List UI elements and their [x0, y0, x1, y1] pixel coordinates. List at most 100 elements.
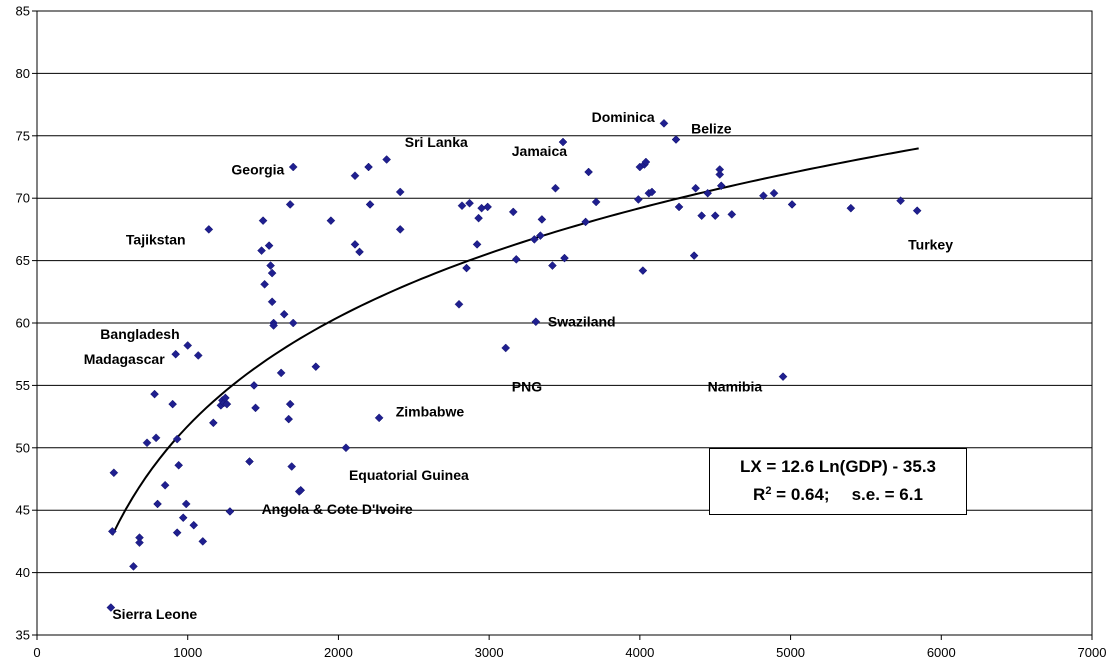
- data-point: [462, 263, 471, 273]
- data-point: [759, 191, 768, 201]
- data-point: [172, 528, 182, 538]
- data-point: [264, 241, 274, 250]
- r-squared: R2 = 0.64;: [753, 485, 830, 504]
- data-point: [183, 341, 193, 350]
- y-tick-label: 50: [16, 440, 30, 455]
- y-tick-label: 45: [16, 503, 30, 518]
- data-point: [769, 188, 779, 198]
- data-point: [477, 203, 486, 213]
- y-tick-label: 75: [16, 128, 30, 143]
- annotation-label: Belize: [691, 120, 732, 136]
- country-annotations: Sierra Leone Madagascar Bangladesh Tajiksta…: [84, 109, 953, 622]
- data-point: [150, 389, 159, 399]
- fit-stats-line: R2 = 0.64; s.e. = 6.1: [710, 485, 966, 505]
- data-point: [109, 468, 119, 478]
- data-point: [296, 485, 306, 495]
- data-point: [341, 443, 351, 453]
- data-point: [266, 261, 275, 270]
- data-point: [591, 197, 601, 207]
- y-tick-label: 60: [16, 316, 30, 331]
- data-point: [267, 297, 277, 307]
- data-point: [178, 513, 188, 523]
- equation-line: LX = 12.6 Ln(GDP) - 35.3: [739, 457, 937, 476]
- data-point: [257, 246, 266, 255]
- annotation-label: Namibia: [708, 379, 763, 395]
- annotation-label: Equatorial Guinea: [349, 467, 469, 483]
- annotation-label: Madagascar: [84, 351, 165, 367]
- data-point: [727, 210, 737, 219]
- data-point: [168, 399, 177, 409]
- data-point: [225, 507, 235, 516]
- annotation-label: Zimbabwe: [396, 404, 465, 420]
- data-point: [671, 135, 681, 144]
- data-point: [160, 480, 170, 490]
- x-tick-label: 4000: [625, 645, 654, 660]
- data-point: [581, 217, 590, 227]
- data-point: [551, 183, 560, 193]
- data-point: [896, 196, 905, 206]
- data-point: [288, 318, 298, 328]
- data-point: [382, 155, 392, 164]
- data-point: [531, 317, 541, 327]
- data-point: [647, 187, 657, 197]
- data-point: [846, 203, 856, 213]
- data-point: [716, 181, 726, 191]
- x-tick-label: 6000: [927, 645, 956, 660]
- data-point: [285, 399, 295, 409]
- data-point: [508, 207, 518, 217]
- data-point: [260, 279, 269, 289]
- data-point: [208, 418, 218, 428]
- annotation-label: Angola & Cote D'Ivoire: [262, 501, 413, 517]
- data-point: [350, 240, 360, 249]
- data-point: [697, 211, 707, 221]
- data-point: [457, 201, 467, 211]
- regression-equation-box: LX = 12.6 Ln(GDP) - 35.3 R2 = 0.64; s.e. …: [709, 448, 967, 515]
- data-point: [501, 343, 511, 353]
- data-point: [703, 188, 713, 198]
- data-point: [715, 165, 725, 174]
- data-point: [691, 183, 700, 193]
- data-point: [171, 349, 181, 359]
- annotation-label: PNG: [512, 379, 542, 395]
- annotation-label: Georgia: [231, 161, 284, 177]
- data-point: [326, 216, 336, 226]
- annotation-label: Sri Lanka: [405, 134, 468, 150]
- data-point: [276, 368, 286, 378]
- data-point: [249, 381, 259, 390]
- data-point: [108, 527, 117, 536]
- y-axis-ticks: 35 40 45 50 55 60 65 70 75 80 85: [16, 4, 37, 643]
- annotation-label: Tajikstan: [126, 231, 186, 247]
- data-point: [548, 261, 557, 270]
- data-point: [710, 211, 720, 221]
- data-point: [172, 434, 182, 444]
- data-point: [222, 399, 232, 409]
- data-point: [251, 403, 260, 413]
- data-point: [778, 372, 788, 382]
- data-point: [787, 200, 797, 209]
- x-axis-ticks: 0 1000 2000 3000 4000 5000 6000 7000: [33, 635, 1106, 660]
- data-point: [674, 202, 684, 212]
- data-point: [558, 137, 568, 147]
- data-point: [560, 253, 569, 263]
- x-tick-label: 1000: [173, 645, 202, 660]
- standard-error: s.e. = 6.1: [851, 485, 923, 504]
- data-point: [285, 200, 295, 209]
- data-point: [474, 213, 483, 223]
- data-point: [584, 167, 593, 177]
- data-point: [288, 162, 298, 172]
- y-tick-label: 40: [16, 565, 30, 580]
- x-tick-label: 2000: [324, 645, 353, 660]
- y-tick-label: 65: [16, 253, 30, 268]
- data-point: [633, 195, 643, 204]
- data-point: [454, 299, 464, 309]
- data-point: [204, 225, 214, 234]
- data-point: [638, 266, 648, 275]
- data-point: [465, 198, 474, 208]
- data-point: [395, 187, 405, 197]
- data-point: [511, 254, 521, 264]
- data-point: [530, 235, 539, 244]
- data-point: [537, 215, 547, 224]
- data-point: [715, 170, 725, 179]
- data-point: [245, 457, 254, 466]
